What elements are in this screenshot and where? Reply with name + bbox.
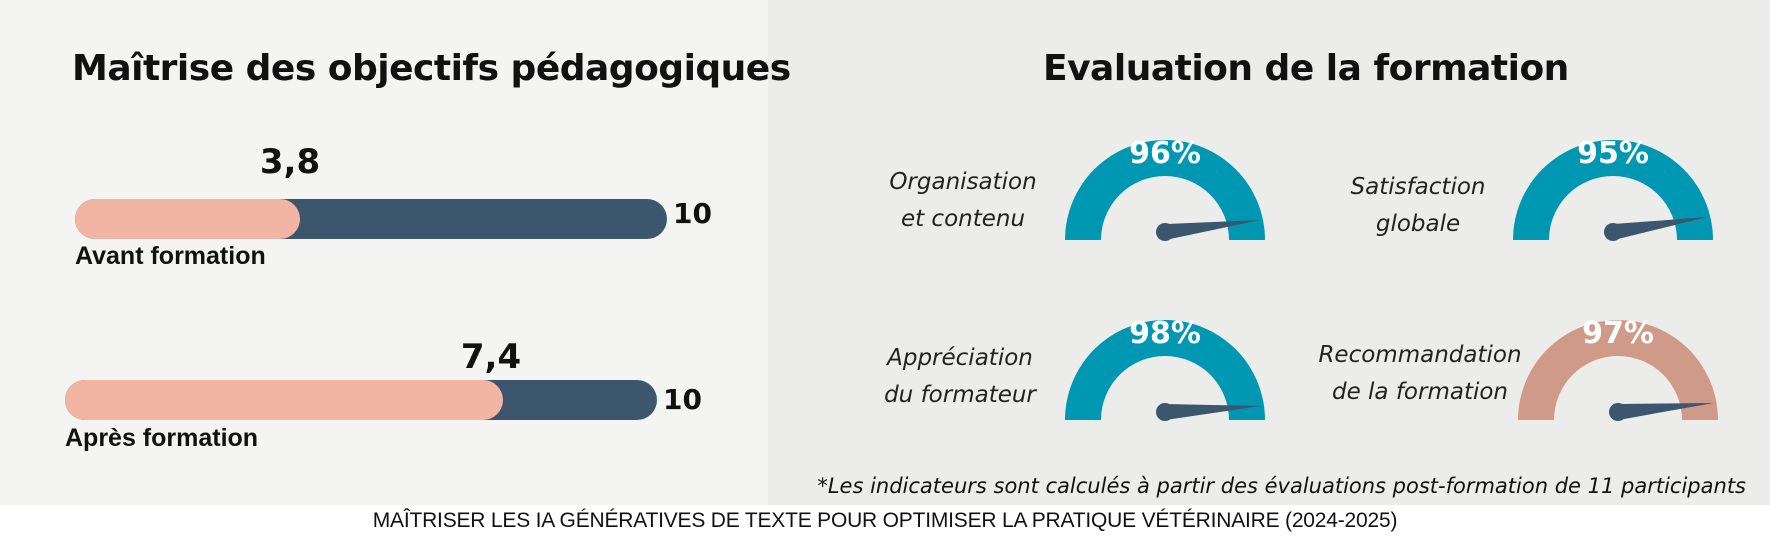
gauge-recommandation: 97%: [1518, 316, 1718, 421]
bar-before-label: Avant formation: [75, 242, 266, 270]
gauge-needle: [1617, 402, 1714, 420]
bar-before-track: [75, 199, 667, 239]
gauge-organisation-label-line-2: et contenu: [900, 206, 1026, 232]
bar-after-track: [65, 380, 657, 420]
gauge-value-label: 95%: [1577, 136, 1649, 171]
gauge-satisfaction-label-line-2: globale: [1375, 211, 1461, 237]
evaluation-panel: [768, 0, 1770, 505]
gauge-needle-hub: [1604, 223, 1622, 241]
gauge-needle-hub: [1156, 223, 1174, 241]
evaluation-title: Evaluation de la formation: [1043, 48, 1569, 89]
gauge-formateur: 98%: [1065, 316, 1265, 421]
gauge-needle-hub: [1156, 403, 1174, 421]
gauge-organisation-label: Organisation et contenu: [858, 164, 1068, 238]
footnote: *Les indicateurs sont calculés à partir …: [817, 474, 1746, 498]
gauge-satisfaction: 95%: [1513, 136, 1713, 241]
gauge-needle: [1164, 404, 1261, 420]
gauge-organisation-label-line-1: Organisation: [889, 169, 1037, 195]
gauge-arc: [1065, 320, 1265, 420]
gauge-value-label: 96%: [1129, 136, 1201, 171]
gauge-arc: [1513, 140, 1713, 240]
gauge-satisfaction-label-line-1: Satisfaction: [1350, 174, 1486, 200]
gauge-needle: [1163, 219, 1261, 240]
gauge-formateur-label-line-1: Appréciation: [887, 345, 1033, 371]
bar-after-fill: [65, 380, 504, 420]
gauge-arc: [1065, 140, 1265, 240]
gauge-formateur-label: Appréciation du formateur: [855, 340, 1065, 414]
bar-after-max: 10: [663, 383, 702, 416]
gauge-arc: [1518, 320, 1718, 420]
gauge-recommandation-label-line-2: de la formation: [1331, 379, 1509, 405]
bar-before-fill: [75, 199, 300, 239]
gauge-organisation: 96%: [1065, 136, 1265, 241]
gauge-satisfaction-label: Satisfaction globale: [1313, 169, 1523, 243]
caption: MAÎTRISER LES IA GÉNÉRATIVES DE TEXTE PO…: [372, 509, 1398, 532]
gauge-recommandation-label-line-1: Recommandation: [1318, 342, 1522, 368]
objectives-title: Maîtrise des objectifs pédagogiques: [72, 48, 791, 89]
bar-before-max: 10: [673, 197, 712, 230]
bar-after-label: Après formation: [65, 424, 259, 452]
bar-before-value: 3,8: [259, 142, 321, 182]
gauge-value-label: 98%: [1129, 316, 1201, 351]
gauge-needle: [1611, 216, 1708, 240]
gauge-formateur-label-line-2: du formateur: [884, 382, 1036, 408]
gauge-needle-hub: [1609, 403, 1627, 421]
gauge-value-label: 97%: [1582, 316, 1654, 351]
bar-after-value: 7,4: [460, 337, 522, 377]
objectives-panel: [0, 0, 768, 505]
gauge-recommandation-label: Recommandation de la formation: [1310, 337, 1530, 411]
